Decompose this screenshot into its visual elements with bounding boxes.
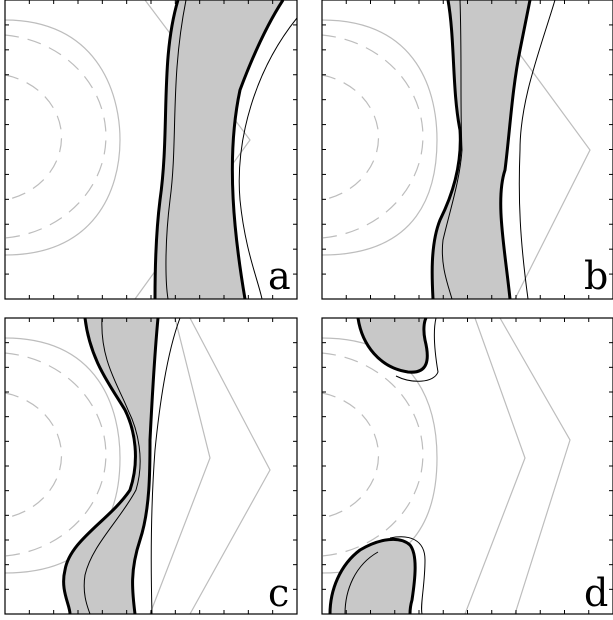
thick-boundary-left	[430, 0, 462, 299]
panel-c: c	[4, 317, 298, 615]
thick-boundary-top	[356, 318, 429, 374]
grey-contour-inner	[5, 19, 121, 256]
shaded-blob-bottom	[330, 539, 416, 614]
thin-curve-left	[165, 0, 187, 299]
dashed-contour-outer	[322, 352, 424, 557]
thick-boundary-right	[230, 0, 285, 299]
shaded-band	[432, 0, 530, 299]
thin-curve-top	[395, 318, 439, 382]
dashed-contour-outer	[5, 352, 107, 557]
dashed-contour-inner	[5, 392, 63, 519]
shaded-band	[155, 0, 283, 299]
panel-b: b	[321, 0, 613, 300]
grey-contour-chevron-inner	[464, 318, 526, 614]
panel-d: d	[321, 317, 613, 615]
grey-contour-chevron-outer	[189, 318, 271, 614]
panel-a: a	[4, 0, 298, 300]
panel-label-d: d	[584, 571, 608, 615]
dashed-contour-inner	[322, 392, 380, 519]
grey-contour-inner	[322, 19, 438, 256]
thin-curve-right	[238, 17, 297, 299]
thin-curve-bottom-inner	[344, 551, 379, 614]
panel-label-b: b	[584, 254, 608, 298]
thick-boundary-left	[62, 318, 137, 614]
thin-curve-left	[441, 0, 463, 299]
thick-boundary-right	[499, 0, 532, 299]
grey-contour-chevron-inner	[149, 318, 211, 614]
shaded-band	[63, 318, 158, 614]
dashed-contour-inner	[322, 74, 380, 201]
grey-contour-inner	[322, 337, 438, 574]
thin-curve-left	[83, 318, 141, 614]
dashed-contour-outer	[322, 34, 424, 239]
thick-boundary-left	[153, 0, 180, 299]
panel-label-a: a	[268, 254, 291, 298]
thick-boundary-bottom	[328, 537, 417, 614]
shaded-blob-top	[358, 318, 428, 373]
dashed-contour-inner	[5, 74, 63, 201]
panel-label-c: c	[268, 571, 289, 615]
thick-boundary-right	[131, 318, 160, 614]
dashed-contour-outer	[5, 34, 107, 239]
axis-ticks	[5, 0, 613, 614]
thin-curve-right	[518, 0, 556, 299]
thin-curve-bottom-outer	[389, 536, 426, 614]
grey-contour-chevron-outer	[499, 318, 571, 614]
thin-curve-right	[150, 318, 181, 614]
